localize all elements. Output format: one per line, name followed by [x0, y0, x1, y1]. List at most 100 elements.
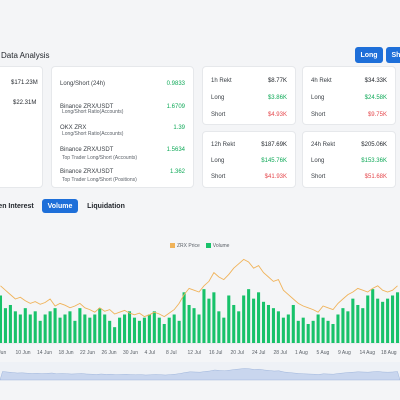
volume-bar: [321, 317, 325, 343]
x-tick-label: 12 Jul: [187, 350, 201, 356]
volume-bar: [167, 317, 171, 343]
volume-bar: [291, 304, 295, 343]
volume-bar: [286, 314, 290, 343]
rekt-short-label: Short: [311, 112, 326, 118]
volume-bar: [8, 304, 12, 343]
summary-value-1: $171.23M: [11, 80, 38, 86]
volume-bar: [232, 304, 236, 343]
x-tick-label: 22 Jun: [80, 350, 96, 356]
rekt-short-label: Short: [211, 112, 226, 118]
volume-bar: [137, 320, 141, 343]
rekt-short-value: $4.93K: [267, 112, 287, 118]
rekt-short-value: $51.68K: [364, 174, 387, 180]
range-preview-area: [0, 368, 400, 381]
volume-bar: [23, 308, 27, 343]
ratio-label: OKX ZRX: [60, 125, 87, 131]
ratio-row: OKX ZRX 1.39: [60, 125, 185, 131]
rekt-card-12h: 12h Rekt $187.69K Long $145.76K Short $41.9…: [202, 131, 296, 188]
rekt-long-value: $24.58K: [364, 95, 387, 101]
volume-bar: [217, 311, 221, 343]
rekt-short-value: $9.75K: [367, 112, 387, 118]
short-button[interactable]: Sh: [386, 47, 400, 63]
volume-bar: [63, 314, 67, 343]
rekt-short-value: $41.93K: [264, 174, 287, 180]
volume-bar: [147, 314, 151, 343]
volume-bar: [182, 292, 186, 343]
x-tick-label: 8 Jul: [166, 350, 177, 356]
x-tick-label: 18 Aug: [381, 350, 397, 356]
legend-volume-label: Volume: [212, 243, 230, 249]
x-tick-label: 4 Jul: [144, 350, 156, 356]
volume-bar: [257, 292, 261, 343]
rekt-card-4h: 4h Rekt $34.33K Long $24.58K Short $9.75K: [302, 66, 396, 125]
volume-bar: [73, 320, 77, 343]
ratio-row: Binance ZRX/USDT 1.6709: [60, 104, 185, 110]
volume-bar: [252, 298, 256, 343]
ratio-value: 0.9833: [166, 81, 185, 87]
volume-bar: [202, 289, 206, 343]
volume-bar: [78, 308, 82, 343]
legend-volume-swatch: [205, 243, 211, 249]
volume-bar: [296, 320, 300, 343]
volume-bar: [346, 311, 350, 343]
ratio-label: Binance ZRX/USDT: [60, 169, 114, 175]
volume-bar: [395, 292, 400, 343]
volume-bar: [341, 308, 345, 343]
ratio-value: 1.6709: [166, 104, 185, 110]
x-tick-label: 5 Aug: [316, 350, 330, 356]
ratio-label: Long/Short (24h): [60, 81, 106, 87]
x-tick-label: 14 Aug: [359, 350, 376, 356]
volume-bar: [98, 308, 102, 343]
volume-bar: [212, 292, 216, 343]
rekt-long-label: Long: [311, 158, 325, 164]
volume-bar: [361, 308, 365, 343]
volume-bar: [48, 311, 52, 343]
rekt-long-label: Long: [211, 158, 225, 164]
x-tick-label: 6 Jun: [0, 350, 7, 356]
volume-bar: [207, 298, 211, 343]
rekt-title: 12h Rekt: [211, 142, 236, 148]
ratio-value: 1.39: [173, 125, 185, 131]
rekt-long-value: $145.76K: [261, 158, 287, 164]
price-line: [0, 258, 398, 318]
legend-volume[interactable]: Volume: [205, 243, 230, 249]
x-tick-label: 14 Jun: [37, 350, 53, 356]
legend-price[interactable]: ZRX Price: [170, 243, 200, 249]
volume-bar: [132, 317, 137, 343]
rekt-total: $205.06K: [361, 142, 387, 148]
volume-bar: [331, 323, 335, 343]
tab-volume[interactable]: Volume: [42, 199, 78, 213]
volume-bar: [197, 314, 201, 343]
ratio-row: Binance ZRX/USDT 1.362: [60, 169, 185, 175]
tab-liquidation[interactable]: Liquidation: [87, 202, 125, 210]
rekt-card-24h: 24h Rekt $205.06K Long $153.36K Short $51.6…: [302, 131, 396, 188]
volume-bar: [58, 317, 62, 343]
volume-bar: [381, 301, 385, 343]
ratio-value: 1.362: [169, 169, 185, 175]
volume-bar: [28, 314, 32, 343]
rekt-card-1h: 1h Rekt $8.77K Long $3.86K Short $4.93K: [202, 66, 296, 125]
volume-bar: [3, 308, 7, 343]
rekt-title: 4h Rekt: [311, 78, 332, 84]
volume-bar: [83, 314, 87, 343]
volume-bar: [113, 327, 117, 343]
volume-bar: [157, 317, 161, 343]
volume-bar: [68, 311, 72, 343]
volume-bar: [103, 314, 107, 343]
volume-bar: [351, 298, 355, 343]
x-tick-label: 1 Aug: [295, 350, 308, 356]
volume-bar: [276, 311, 280, 343]
volume-bar: [222, 317, 226, 343]
x-tick-label: 9 Aug: [338, 350, 351, 356]
tab-open-interest[interactable]: en Interest: [0, 202, 34, 210]
volume-bar: [177, 320, 181, 343]
rekt-total: $8.77K: [267, 78, 287, 84]
volume-bar: [172, 314, 176, 343]
volume-bar: [152, 311, 156, 343]
volume-bar: [127, 311, 132, 343]
volume-bar: [386, 298, 390, 343]
long-button[interactable]: Long: [355, 47, 383, 63]
volume-bar: [316, 314, 320, 343]
summary-card: $171.23M $22.31M: [0, 66, 43, 188]
volume-bar: [376, 298, 380, 343]
